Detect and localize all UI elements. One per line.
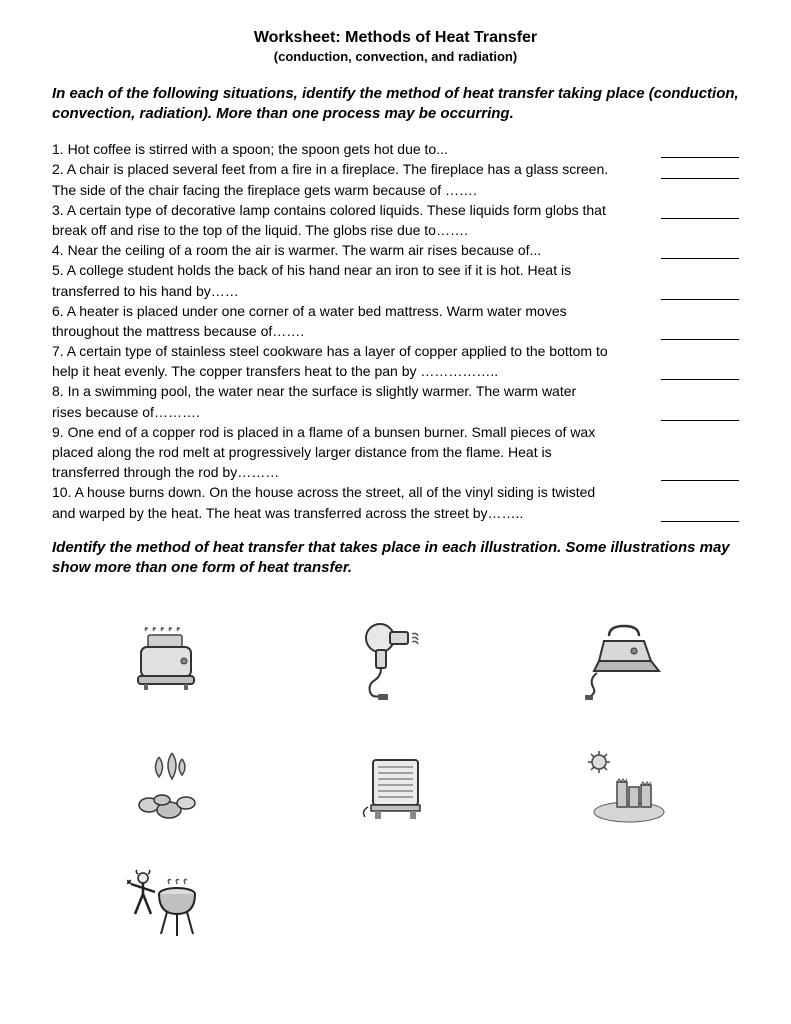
- answer-blank[interactable]: [661, 205, 739, 219]
- question-line: break off and rise to the top of the liq…: [52, 221, 739, 239]
- answer-blank[interactable]: [661, 467, 739, 481]
- question-line: 9. One end of a copper rod is placed in …: [52, 423, 739, 441]
- section1-instructions: In each of the following situations, ide…: [52, 84, 739, 125]
- question-text: 1. Hot coffee is stirred with a spoon; t…: [52, 140, 661, 158]
- question-text: 6. A heater is placed under one corner o…: [52, 302, 661, 320]
- illustration-toaster: [52, 598, 281, 724]
- answer-blank[interactable]: [661, 366, 739, 380]
- question-line: 2. A chair is placed several feet from a…: [52, 160, 739, 178]
- answer-blank[interactable]: [661, 326, 739, 340]
- answer-blank[interactable]: [661, 407, 739, 421]
- question-line: rises because of……….: [52, 403, 739, 421]
- question-text: The side of the chair facing the firepla…: [52, 181, 661, 199]
- illustration-hairdryer: [281, 598, 510, 724]
- question-text: 4. Near the ceiling of a room the air is…: [52, 241, 661, 259]
- bbq-grill-icon: [121, 866, 211, 961]
- questions-list: 1. Hot coffee is stirred with a spoon; t…: [52, 140, 739, 522]
- question-text: 10. A house burns down. On the house acr…: [52, 483, 661, 501]
- answer-blank[interactable]: [661, 508, 739, 522]
- question-line: 7. A certain type of stainless steel coo…: [52, 342, 739, 360]
- question-line: 10. A house burns down. On the house acr…: [52, 483, 739, 501]
- answer-blank[interactable]: [661, 144, 739, 158]
- question-text: placed along the rod melt at progressive…: [52, 443, 661, 461]
- question-line: 8. In a swimming pool, the water near th…: [52, 382, 739, 400]
- answer-blank[interactable]: [661, 245, 739, 259]
- worksheet-title: Worksheet: Methods of Heat Transfer: [52, 28, 739, 49]
- question-line: The side of the chair facing the firepla…: [52, 181, 739, 199]
- illustration-iron: [510, 598, 739, 724]
- question-line: transferred to his hand by……: [52, 282, 739, 300]
- question-text: transferred through the rod by………: [52, 463, 661, 481]
- question-line: 3. A certain type of decorative lamp con…: [52, 201, 739, 219]
- answer-blank[interactable]: [661, 165, 739, 179]
- space-heater-icon: [353, 745, 438, 830]
- worksheet-subtitle: (conduction, convection, and radiation): [52, 49, 739, 66]
- toaster-icon: [126, 621, 206, 701]
- question-text: break off and rise to the top of the liq…: [52, 221, 661, 239]
- question-text: 9. One end of a copper rod is placed in …: [52, 423, 661, 441]
- question-line: 1. Hot coffee is stirred with a spoon; t…: [52, 140, 739, 158]
- section2-instructions: Identify the method of heat transfer tha…: [52, 538, 739, 579]
- question-text: help it heat evenly. The copper transfer…: [52, 362, 661, 380]
- question-line: 4. Near the ceiling of a room the air is…: [52, 241, 739, 259]
- question-line: 6. A heater is placed under one corner o…: [52, 302, 739, 320]
- question-line: throughout the mattress because of…….: [52, 322, 739, 340]
- illustration-bbq: [52, 850, 281, 976]
- answer-blank[interactable]: [661, 286, 739, 300]
- illustration-sandcastle: [510, 724, 739, 850]
- question-text: 3. A certain type of decorative lamp con…: [52, 201, 661, 219]
- worksheet-header: Worksheet: Methods of Heat Transfer (con…: [52, 28, 739, 66]
- question-text: 8. In a swimming pool, the water near th…: [52, 382, 661, 400]
- question-text: rises because of……….: [52, 403, 661, 421]
- iron-icon: [579, 621, 669, 701]
- question-text: and warped by the heat. The heat was tra…: [52, 504, 661, 522]
- hairdryer-icon: [350, 616, 440, 706]
- campfire-icon: [124, 745, 209, 830]
- question-text: transferred to his hand by……: [52, 282, 661, 300]
- question-line: and warped by the heat. The heat was tra…: [52, 504, 739, 522]
- question-line: transferred through the rod by………: [52, 463, 739, 481]
- question-text: 2. A chair is placed several feet from a…: [52, 160, 661, 178]
- question-line: placed along the rod melt at progressive…: [52, 443, 739, 461]
- question-text: 7. A certain type of stainless steel coo…: [52, 342, 661, 360]
- question-text: throughout the mattress because of…….: [52, 322, 661, 340]
- question-line: help it heat evenly. The copper transfer…: [52, 362, 739, 380]
- sandcastle-sun-icon: [579, 747, 669, 827]
- question-text: 5. A college student holds the back of h…: [52, 261, 661, 279]
- question-line: 5. A college student holds the back of h…: [52, 261, 739, 279]
- illustration-campfire: [52, 724, 281, 850]
- illustration-space-heater: [281, 724, 510, 850]
- illustrations-grid: [52, 598, 739, 976]
